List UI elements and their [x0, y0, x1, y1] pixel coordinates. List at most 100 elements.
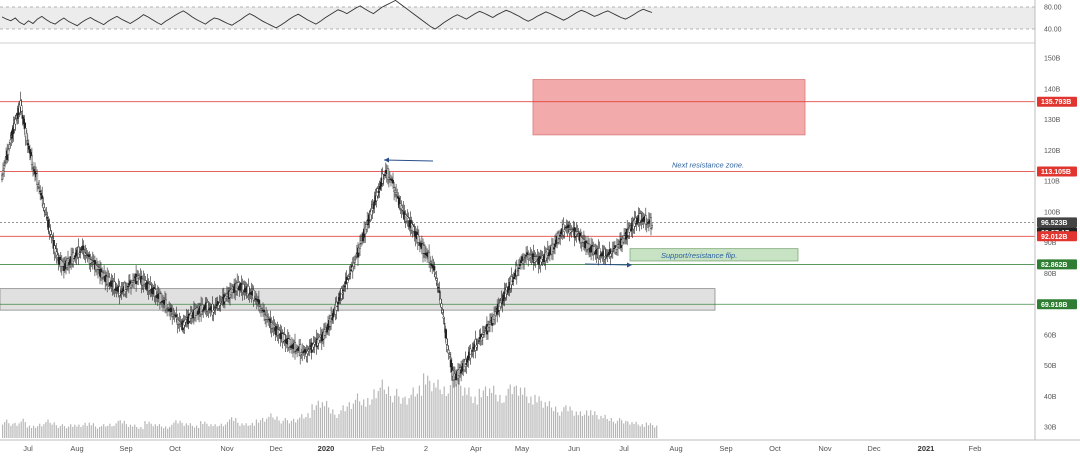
candle-body [442, 316, 445, 319]
volume-bar [561, 411, 563, 438]
candle-body [439, 298, 442, 305]
candle-body [49, 230, 52, 235]
volume-bar [330, 413, 332, 438]
candle-body [23, 122, 26, 130]
time-axis[interactable]: Jul Aug Sep Oct Nov Dec 2020 Feb 2 Apr May Jun Jul Au… [23, 444, 981, 453]
candle-body [348, 273, 351, 275]
candle-body [478, 337, 481, 340]
candle-body [27, 146, 30, 150]
volume-bar [66, 428, 68, 438]
volume-bar [431, 391, 433, 438]
candle-body [378, 186, 381, 190]
price-axis[interactable]: 150B140B130B120B110B100B90B80B70B60B50B4… [1044, 5, 1062, 432]
candle-body [401, 207, 404, 211]
volume-bar [80, 427, 82, 438]
candle-body [522, 260, 525, 264]
candle-body [615, 245, 618, 250]
volume-bar [103, 424, 105, 438]
volume-bar [251, 422, 253, 438]
candle-body [481, 334, 484, 338]
candle-body [3, 165, 6, 169]
volume-bar [577, 415, 579, 438]
candle-body [113, 281, 116, 290]
volume-bar [359, 401, 361, 438]
volume-bar [99, 427, 101, 438]
volume-bar [276, 416, 278, 438]
volume-bar [480, 397, 482, 438]
volume-bar [484, 386, 487, 438]
volume-bar [503, 402, 505, 438]
price-tags: 135.793B113.105B96.523B08:57:1792.012B82… [1037, 96, 1077, 310]
volume-bar [12, 423, 14, 438]
candle-body [464, 359, 467, 367]
volume-bar [198, 428, 200, 438]
volume-bar [326, 401, 328, 438]
volume-bar [109, 423, 111, 438]
zone-annotation: Next resistance zone. [672, 160, 744, 169]
candle-body [43, 207, 46, 211]
candle-body [520, 260, 523, 264]
volume-bar [96, 428, 99, 438]
candle-body [512, 276, 515, 280]
volume-bar [449, 385, 451, 438]
volume-bar [400, 403, 402, 438]
watermark-text: 麦田财经News [858, 402, 978, 423]
volume-bar [284, 418, 286, 438]
volume-bar [30, 428, 33, 438]
volume-bar [35, 427, 37, 438]
candle-body [21, 114, 24, 119]
x-tick-label: May [515, 444, 529, 453]
volume-bar [191, 425, 193, 438]
y-tick-label: 110B [1044, 179, 1060, 186]
volume-bar [111, 426, 113, 438]
volume-bar [63, 426, 66, 438]
volume-bar [542, 407, 544, 438]
volume-bar [363, 399, 365, 438]
candle-body [77, 246, 80, 258]
volume-bar [152, 426, 154, 438]
candle-body [80, 248, 83, 251]
volume-bar [264, 421, 266, 438]
volume-bar [635, 421, 637, 438]
volume-bar [410, 394, 412, 438]
volume-bar [6, 419, 8, 438]
candle-body [341, 293, 344, 295]
volume-bar [270, 413, 272, 438]
candle-body [214, 306, 217, 308]
volume-bar [404, 396, 406, 438]
candle-body [448, 354, 451, 357]
y-tick-label: 130B [1044, 117, 1061, 124]
candle-body [412, 226, 415, 232]
x-tick-label: 2 [424, 444, 428, 453]
volume-bar [105, 426, 107, 438]
volume-bar [33, 425, 35, 438]
volume-bar [608, 420, 610, 438]
candle-body [392, 180, 395, 184]
y-tick-label: 100B [1044, 209, 1061, 216]
volume-bar [68, 426, 70, 438]
candle-body [342, 289, 345, 292]
candle-body [476, 342, 479, 345]
volume-bar [57, 428, 59, 438]
volume-bar [645, 422, 647, 438]
candle-body [470, 353, 473, 356]
volume-bar [272, 417, 274, 438]
candle-body [511, 280, 514, 282]
candle-body [349, 269, 352, 271]
volume-bar [346, 406, 348, 438]
volume-bar [592, 415, 594, 438]
candle-body [517, 267, 520, 270]
volume-bar [282, 420, 284, 438]
volume-bar [412, 387, 414, 438]
volume-bar [286, 420, 288, 438]
candle-body [354, 256, 357, 258]
candle-body [87, 254, 90, 257]
volume-bar [598, 419, 600, 438]
arrow-head [384, 157, 389, 163]
candle-body [130, 282, 133, 286]
candle-body [38, 187, 41, 189]
candle-body [559, 234, 562, 237]
volume-bar [540, 400, 542, 438]
volume-bar [627, 421, 629, 438]
